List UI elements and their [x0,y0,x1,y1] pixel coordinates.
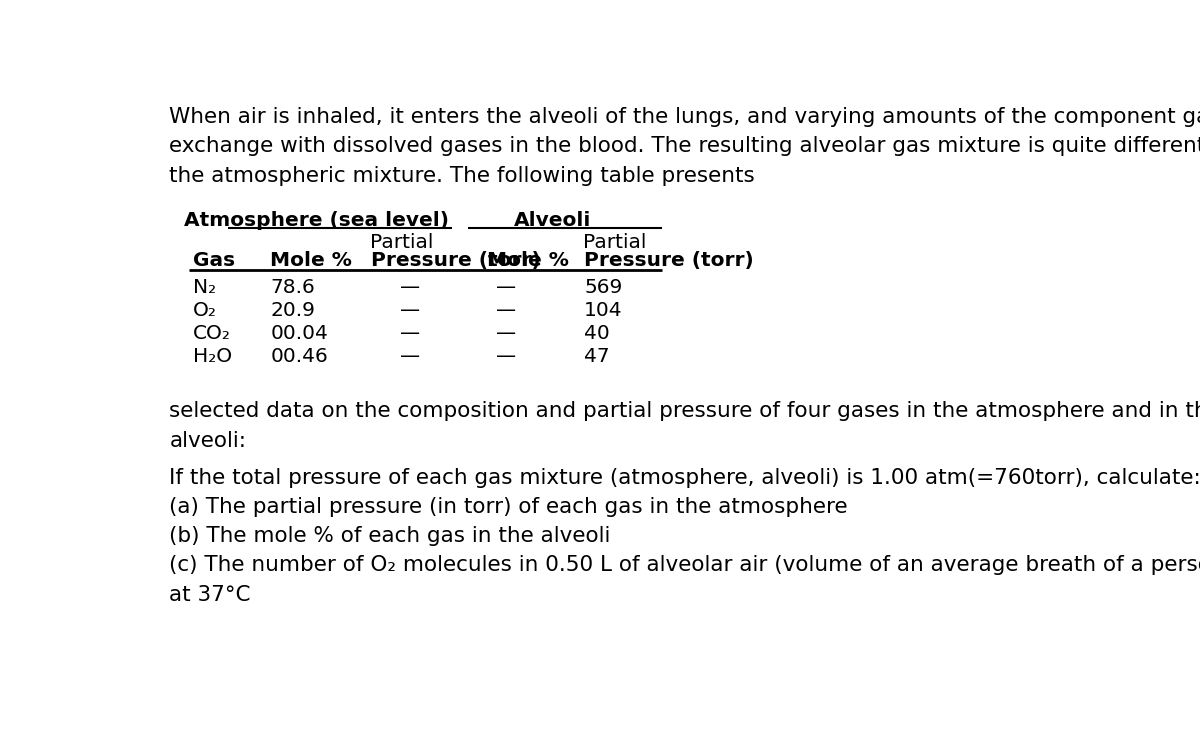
Text: at 37°C: at 37°C [169,585,251,605]
Text: —: — [497,301,516,320]
Text: When air is inhaled, it enters the alveoli of the lungs, and varying amounts of : When air is inhaled, it enters the alveo… [169,107,1200,128]
Text: —: — [400,278,420,297]
Text: Gas: Gas [193,251,235,270]
Text: Pressure (torr): Pressure (torr) [584,251,754,270]
Text: 40: 40 [584,324,610,343]
Text: (c) The number of O₂ molecules in 0.50 L of alveolar air (volume of an average b: (c) The number of O₂ molecules in 0.50 L… [169,556,1200,575]
Text: (a) The partial pressure (in torr) of each gas in the atmosphere: (a) The partial pressure (in torr) of ea… [169,497,848,517]
Text: —: — [497,278,516,297]
Text: (b) The mole % of each gas in the alveoli: (b) The mole % of each gas in the alveol… [169,526,611,546]
Text: the atmospheric mixture. The following table presents: the atmospheric mixture. The following t… [169,166,755,185]
Text: 47: 47 [584,347,610,366]
Text: —: — [400,347,420,366]
Text: alveoli:: alveoli: [169,430,246,451]
Text: If the total pressure of each gas mixture (atmosphere, alveoli) is 1.00 atm(=760: If the total pressure of each gas mixtur… [169,468,1200,487]
Text: —: — [497,347,516,366]
Text: exchange with dissolved gases in the blood. The resulting alveolar gas mixture i: exchange with dissolved gases in the blo… [169,136,1200,156]
Text: O₂: O₂ [193,301,216,320]
Text: 20.9: 20.9 [270,301,314,320]
Text: 78.6: 78.6 [270,278,314,297]
Text: 00.04: 00.04 [270,324,328,343]
Text: Pressure (torr): Pressure (torr) [371,251,541,270]
Text: H₂O: H₂O [193,347,232,366]
Text: N₂: N₂ [193,278,216,297]
Text: 00.46: 00.46 [270,347,328,366]
Text: Atmosphere (sea level): Atmosphere (sea level) [184,211,449,230]
Text: Mole %: Mole % [487,251,569,270]
Text: —: — [400,324,420,343]
Text: 569: 569 [584,278,623,297]
Text: Partial: Partial [583,232,647,251]
Text: —: — [400,301,420,320]
Text: CO₂: CO₂ [193,324,230,343]
Text: selected data on the composition and partial pressure of four gases in the atmos: selected data on the composition and par… [169,402,1200,421]
Text: Alveoli: Alveoli [515,211,592,230]
Text: Mole %: Mole % [270,251,352,270]
Text: 104: 104 [584,301,623,320]
Text: Partial: Partial [370,232,433,251]
Text: —: — [497,324,516,343]
